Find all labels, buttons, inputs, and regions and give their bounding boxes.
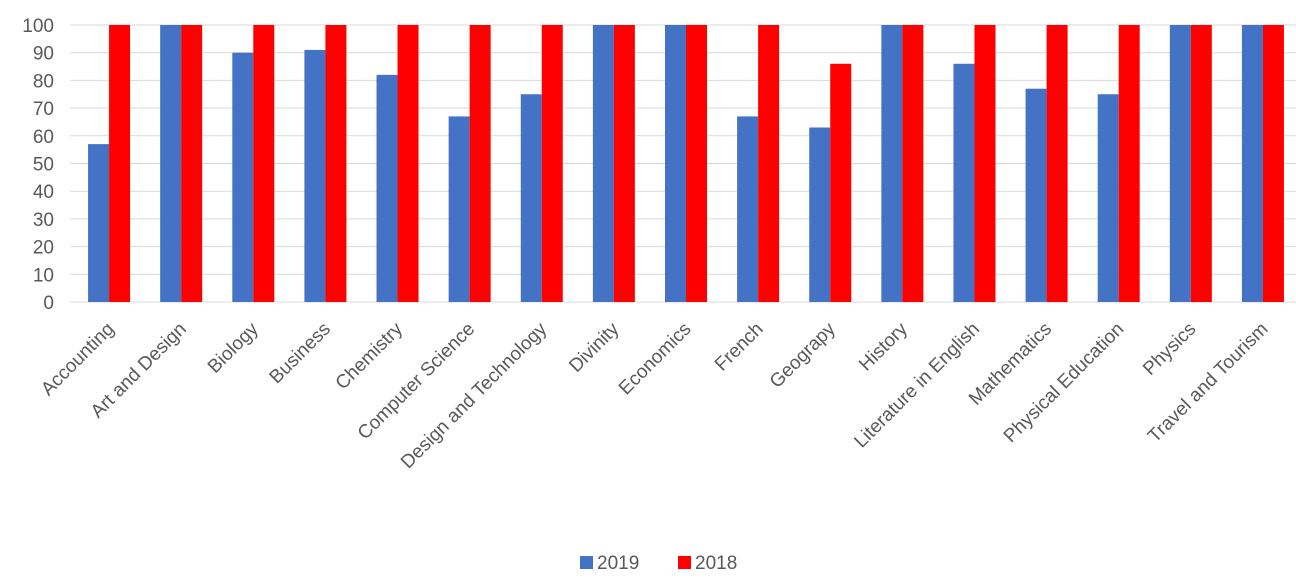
y-tick-label: 70 bbox=[33, 99, 54, 120]
bar-2018-computer-science bbox=[469, 25, 491, 302]
bar-2018-mathematics bbox=[1046, 25, 1068, 302]
bar-2018-physics bbox=[1190, 25, 1212, 302]
y-tick-label: 80 bbox=[33, 71, 54, 92]
y-tick-label: 20 bbox=[33, 238, 54, 259]
bar-2018-accounting bbox=[109, 25, 131, 302]
bar-2018-divinity bbox=[613, 25, 635, 302]
x-category-label: Physics bbox=[1139, 319, 1200, 380]
bar-2018-literature-in-english bbox=[974, 25, 996, 302]
x-category-label: Biology bbox=[204, 318, 263, 377]
bar-2018-biology bbox=[253, 25, 275, 302]
x-category-label: Geograpy bbox=[766, 318, 840, 392]
y-tick-label: 40 bbox=[33, 182, 54, 203]
x-category-label: Physical Education bbox=[1000, 319, 1128, 447]
y-tick-label: 100 bbox=[22, 16, 54, 37]
bar-2019-economics bbox=[665, 25, 686, 302]
bar-2018-french bbox=[758, 25, 780, 302]
bar-2018-business bbox=[325, 25, 347, 302]
bar-2019-french bbox=[737, 116, 759, 302]
bar-2018-travel-and-tourism bbox=[1262, 25, 1284, 302]
bar-2018-art-and-design bbox=[181, 25, 203, 302]
bar-2019-biology bbox=[232, 52, 254, 303]
bar-2019-design-and-technology bbox=[520, 94, 542, 302]
y-tick-label: 0 bbox=[43, 293, 54, 314]
bar-2018-design-and-technology bbox=[541, 25, 563, 302]
x-category-label: History bbox=[855, 318, 912, 375]
bar-2018-physical-education bbox=[1118, 25, 1140, 302]
x-category-label: Travel and Tourism bbox=[1144, 319, 1272, 447]
x-category-label: Economics bbox=[615, 319, 696, 400]
bar-2019-travel-and-tourism bbox=[1241, 25, 1263, 302]
x-category-label: Literature in English bbox=[850, 319, 984, 453]
bar-2019-computer-science bbox=[448, 116, 470, 302]
bar-2018-geograpy bbox=[830, 63, 852, 302]
bar-2018-economics bbox=[686, 25, 707, 302]
bar-2019-art-and-design bbox=[160, 25, 182, 302]
legend-swatch-2018 bbox=[678, 556, 691, 569]
y-tick-label: 10 bbox=[33, 265, 54, 286]
bar-2019-chemistry bbox=[376, 74, 398, 302]
y-tick-label: 30 bbox=[33, 210, 54, 231]
y-tick-label: 50 bbox=[33, 155, 54, 176]
x-category-label: Divinity bbox=[565, 318, 623, 376]
bar-2019-accounting bbox=[88, 144, 110, 302]
bar-2019-geograpy bbox=[809, 127, 831, 303]
bars bbox=[88, 25, 1284, 303]
bar-2018-history bbox=[902, 25, 924, 302]
x-category-label: Business bbox=[266, 319, 335, 388]
legend-swatch-2019 bbox=[580, 556, 593, 569]
legend-label-2019: 2019 bbox=[597, 553, 639, 574]
y-tick-label: 60 bbox=[33, 127, 54, 148]
bar-2019-physics bbox=[1169, 25, 1191, 302]
x-category-label: French bbox=[711, 319, 768, 376]
y-tick-label: 90 bbox=[33, 44, 54, 65]
legend: 2019 2018 bbox=[580, 553, 737, 574]
y-axis-tick-labels: 0 10 20 30 40 50 60 70 80 90 100 bbox=[22, 16, 54, 314]
bar-2019-literature-in-english bbox=[953, 63, 975, 302]
bar-2018-chemistry bbox=[397, 25, 419, 302]
bar-2019-physical-education bbox=[1097, 94, 1119, 302]
bar-2019-business bbox=[304, 49, 326, 303]
x-category-label: Design and Technology bbox=[397, 318, 552, 473]
bar-2019-divinity bbox=[592, 25, 614, 302]
bar-2019-history bbox=[881, 25, 903, 302]
legend-label-2018: 2018 bbox=[695, 553, 737, 574]
x-category-label: Chemistry bbox=[332, 318, 408, 394]
bar-2019-mathematics bbox=[1025, 88, 1047, 303]
